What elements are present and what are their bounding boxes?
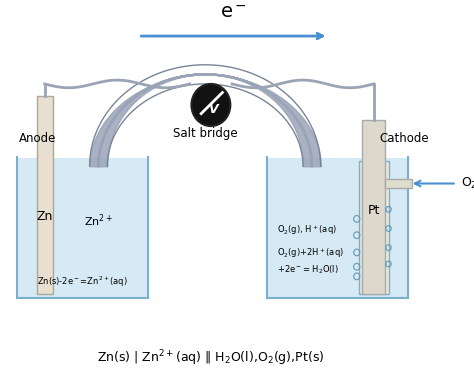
- Text: Zn: Zn: [36, 210, 53, 223]
- Text: V: V: [208, 103, 218, 116]
- Text: Zn(s)-2e$^-$=Zn$^{2+}$(aq): Zn(s)-2e$^-$=Zn$^{2+}$(aq): [37, 274, 128, 289]
- Text: Salt bridge: Salt bridge: [173, 127, 237, 140]
- FancyBboxPatch shape: [385, 179, 411, 188]
- FancyBboxPatch shape: [267, 157, 407, 298]
- Text: e$^-$: e$^-$: [220, 3, 247, 22]
- Text: O$_2$(g)+2H$^+$(aq): O$_2$(g)+2H$^+$(aq): [277, 246, 344, 260]
- Text: Zn$^{2+}$: Zn$^{2+}$: [84, 212, 113, 229]
- Text: O$_2$: O$_2$: [461, 176, 474, 191]
- Text: O$_2$(g), H$^+$(aq): O$_2$(g), H$^+$(aq): [277, 224, 337, 237]
- Text: Zn(s) | Zn$^{2+}$(aq) ‖ H$_2$O(l),O$_2$(g),Pt(s): Zn(s) | Zn$^{2+}$(aq) ‖ H$_2$O(l),O$_2$(…: [97, 348, 325, 368]
- FancyBboxPatch shape: [358, 161, 389, 294]
- Text: Anode: Anode: [19, 132, 56, 145]
- FancyBboxPatch shape: [362, 121, 385, 294]
- Text: Cathode: Cathode: [380, 132, 429, 145]
- Text: +2e$^-$= H$_2$O(l): +2e$^-$= H$_2$O(l): [277, 264, 339, 276]
- FancyBboxPatch shape: [37, 96, 53, 294]
- Circle shape: [191, 84, 230, 126]
- Text: Pt: Pt: [367, 204, 380, 217]
- FancyBboxPatch shape: [18, 157, 147, 298]
